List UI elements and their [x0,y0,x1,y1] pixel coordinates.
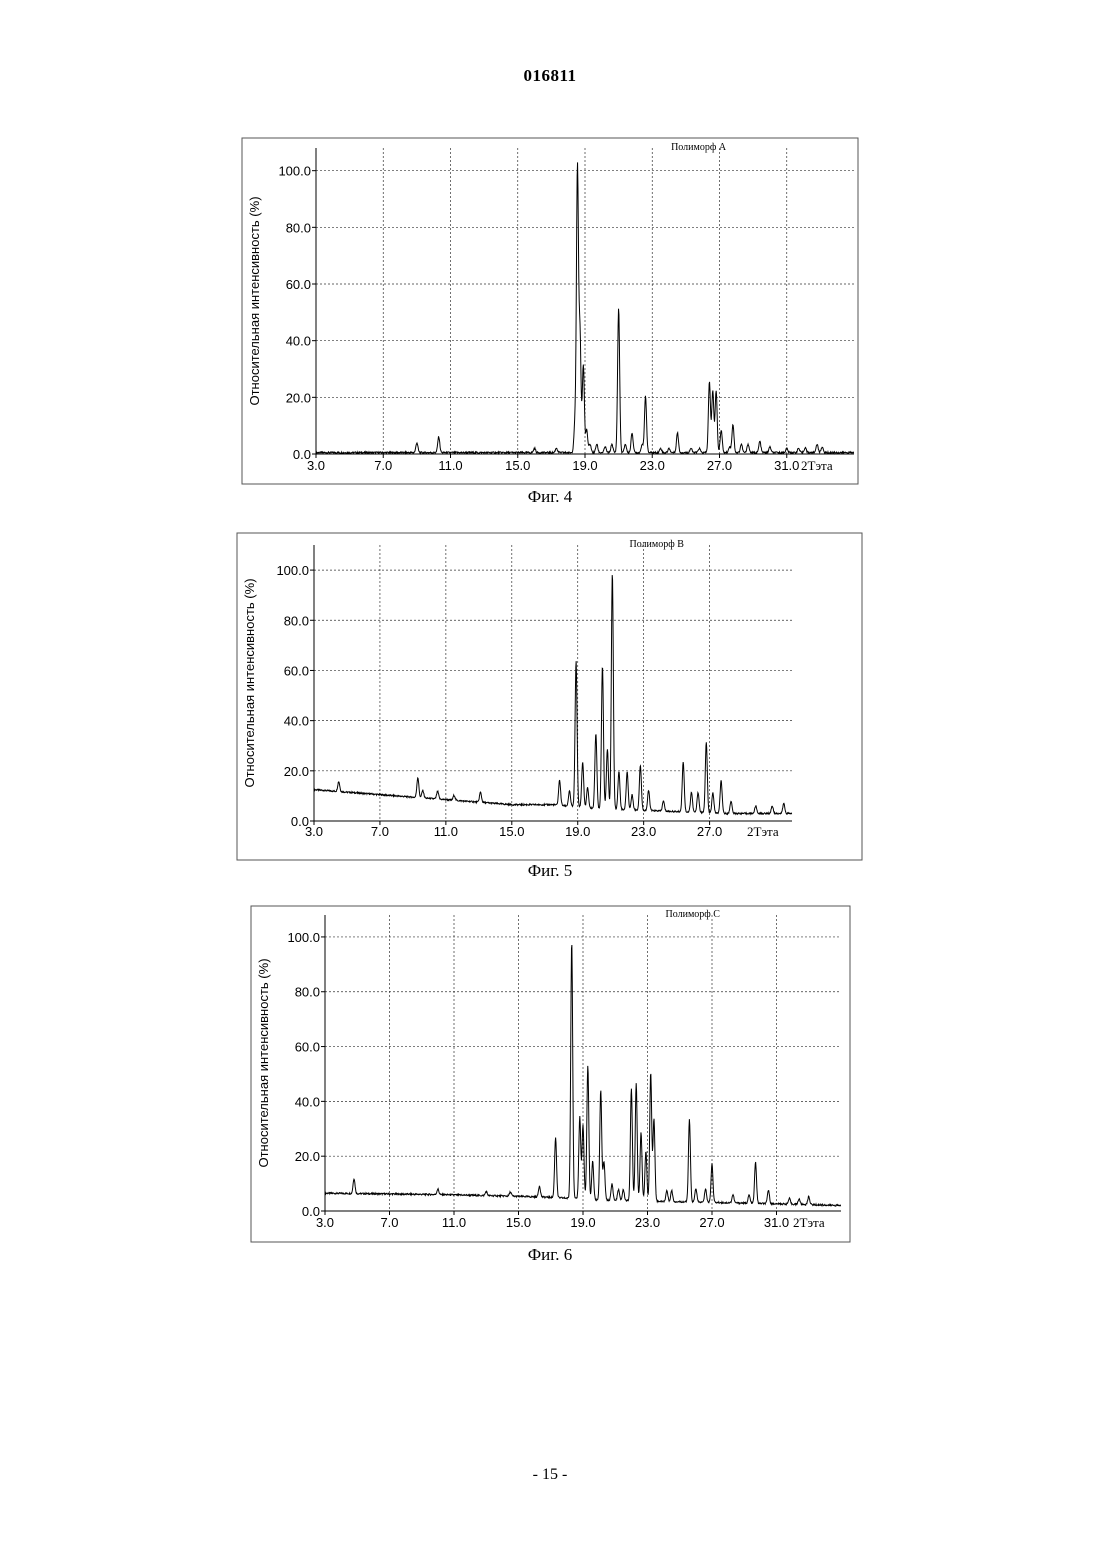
figure-6-caption: Фиг. 6 [450,1245,650,1265]
y-axis-label: Относительная интенсивность (%) [256,958,271,1167]
y-tick-label: 40.0 [295,1094,320,1109]
page-number: - 15 - [0,1466,1100,1484]
x-tick-label: 27.0 [699,1215,724,1230]
x-tick-label: 11.0 [442,1215,466,1230]
x-tick-label: 15.0 [506,1215,531,1230]
x-axis-unit-label: 2Тэта [793,1215,825,1230]
chart-frame [251,906,850,1242]
y-tick-label: 60.0 [295,1040,320,1055]
y-tick-label: 80.0 [295,985,320,1000]
x-tick-label: 19.0 [570,1215,595,1230]
xrd-chart-polymorph-c: 0.020.040.060.080.0100.03.07.011.015.019… [0,0,1100,1260]
x-tick-label: 3.0 [316,1215,334,1230]
x-tick-label: 7.0 [380,1215,398,1230]
y-tick-label: 100.0 [287,930,320,945]
legend-label: Полиморф С [666,909,721,920]
y-tick-label: 20.0 [295,1149,320,1164]
x-tick-label: 23.0 [635,1215,660,1230]
x-tick-label: 31.0 [764,1215,789,1230]
